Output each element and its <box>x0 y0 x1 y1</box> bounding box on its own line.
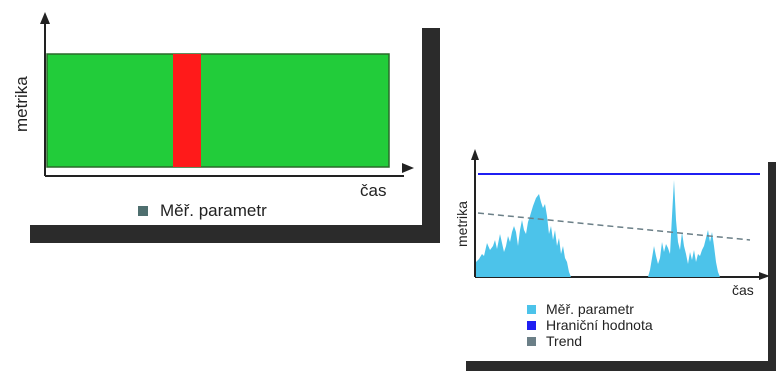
right-y-axis-arrow-icon <box>471 149 479 160</box>
right-legend-label-trend: Trend <box>546 333 583 349</box>
red-signal-region <box>173 54 201 167</box>
right-diagram-panel: metrika čas Měř. parametr Hraniční hodno… <box>448 146 770 361</box>
right-x-axis-label: čas <box>732 282 754 298</box>
left-legend-label: Měř. parametr <box>160 201 267 220</box>
left-x-axis-arrow-icon <box>402 163 414 173</box>
left-y-axis-arrow-icon <box>40 12 50 24</box>
left-legend-item: Měř. parametr <box>138 202 267 219</box>
right-legend-item-measured: Měř. parametr <box>527 302 634 316</box>
right-legend-item-trend: Trend <box>527 334 582 348</box>
left-diagram-panel: metrika čas Měř. parametr <box>8 8 422 225</box>
left-x-axis-label: čas <box>360 181 387 200</box>
right-y-axis-label: metrika <box>454 201 470 247</box>
green-signal-region <box>46 53 390 168</box>
right-legend-label-threshold: Hraniční hodnota <box>546 317 653 333</box>
measured-parameter-series <box>476 180 720 277</box>
square-swatch-icon <box>527 304 536 314</box>
square-swatch-icon <box>527 320 536 330</box>
trend-line <box>477 212 751 241</box>
square-swatch-icon <box>138 205 148 216</box>
left-y-axis-label: metrika <box>12 76 31 132</box>
right-x-axis-arrow-icon <box>759 272 770 280</box>
right-diagram-canvas <box>471 149 770 280</box>
right-legend-label-measured: Měř. parametr <box>546 301 634 317</box>
right-legend-item-threshold: Hraniční hodnota <box>527 318 653 332</box>
left-diagram-canvas <box>40 12 414 177</box>
square-swatch-icon <box>527 336 536 346</box>
